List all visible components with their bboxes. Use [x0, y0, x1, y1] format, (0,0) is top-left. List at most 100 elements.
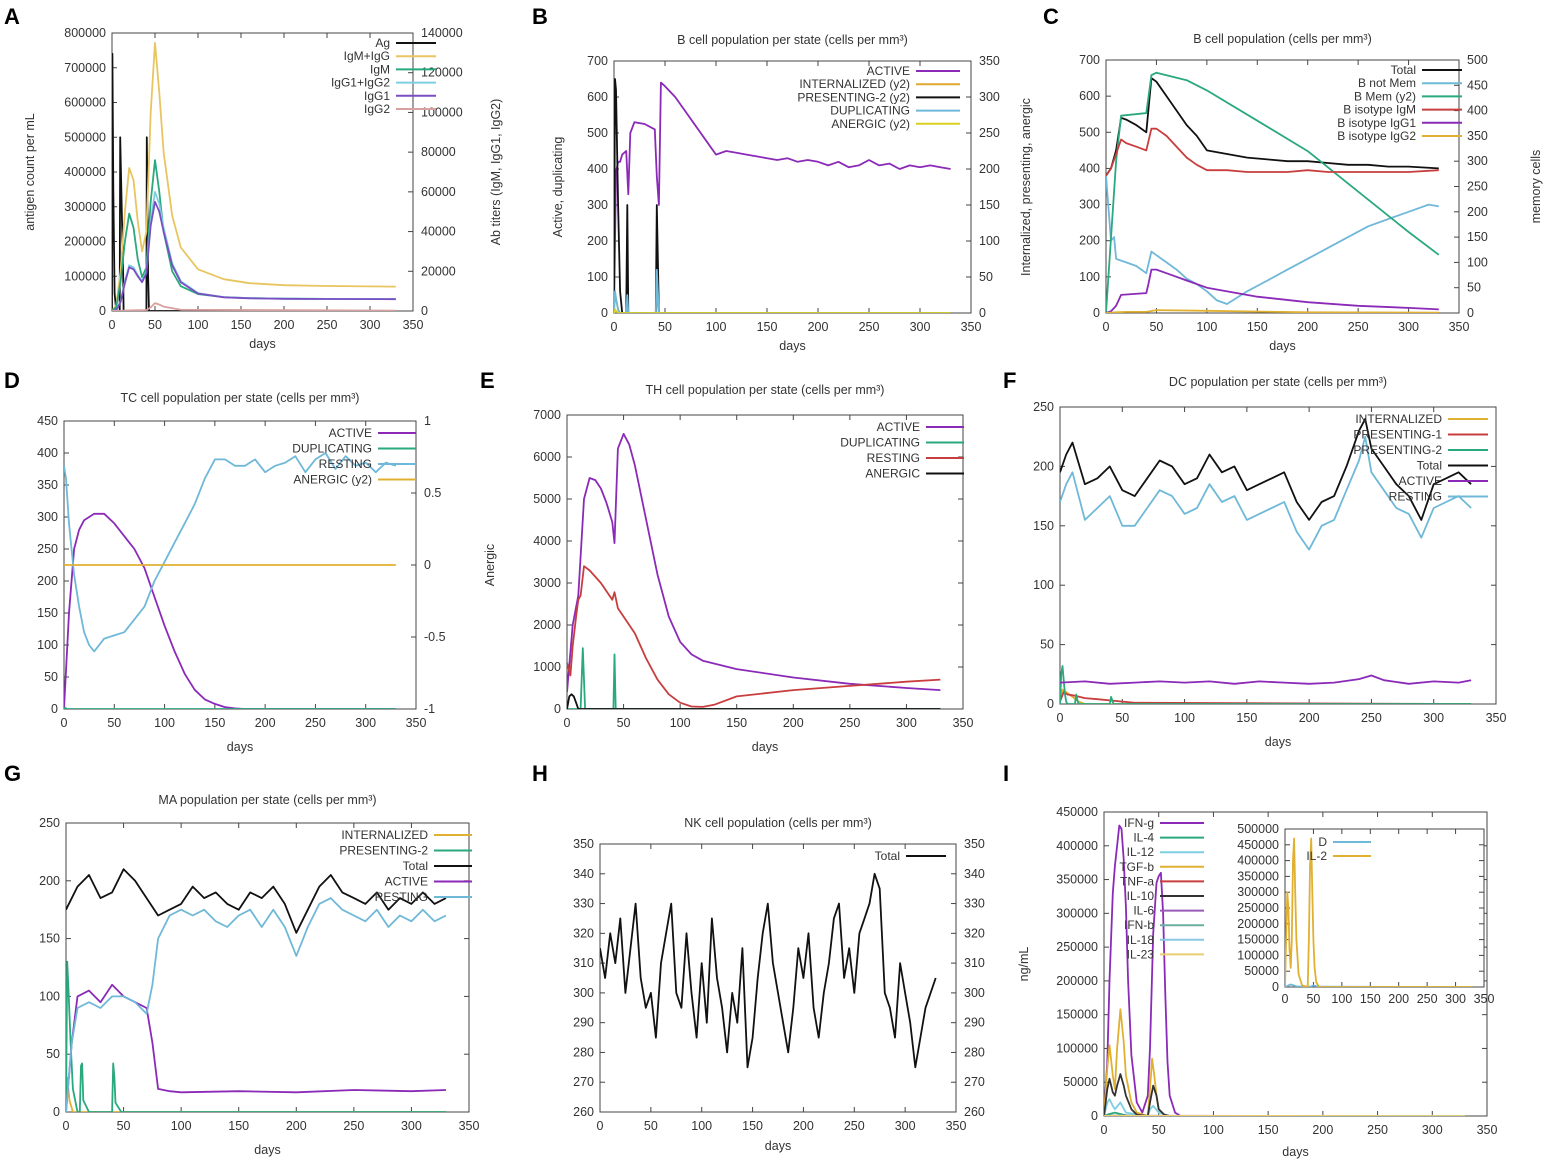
- legend-label: INTERNALIZED (y2): [799, 77, 910, 91]
- series-line-resting: [66, 897, 447, 1112]
- y2-tick-label: -0.5: [424, 630, 446, 644]
- y-tick-label: 300000: [1056, 906, 1098, 920]
- x-tick-label: 200: [255, 716, 276, 730]
- x-tick-label: 0: [1057, 711, 1064, 725]
- legend-label: Ag: [375, 36, 390, 50]
- series-line-il-2: [1285, 837, 1473, 987]
- y2-tick-label: 50: [979, 270, 993, 284]
- x-tick-label: 150: [231, 318, 252, 332]
- chart-panel-f: F DC population per state (cells per mm³)…: [1003, 368, 1506, 749]
- legend-label: IL-12: [1127, 845, 1155, 859]
- series-line-ifn-g: [1104, 824, 1466, 1116]
- x-tick-label: 350: [459, 1119, 480, 1133]
- x-tick-label: 150: [204, 716, 225, 730]
- y2-tick-label: 100000: [421, 105, 463, 119]
- x-tick-label: 200: [286, 1119, 307, 1133]
- series-line-active: [66, 983, 447, 1112]
- y-tick-label: 50: [44, 670, 58, 684]
- y-tick-label: 150: [1033, 519, 1054, 533]
- y2-tick-label: 0: [979, 306, 986, 320]
- y2-axis-label: Ab titers (IgM, IgG1, IgG2): [489, 99, 503, 246]
- series-line-resting: [567, 565, 941, 708]
- y2-tick-label: 0: [1467, 306, 1474, 320]
- y-tick-label: 150: [37, 606, 58, 620]
- series-line-igm-igg: [112, 42, 396, 311]
- y2-tick-label: 280: [964, 1045, 985, 1059]
- y-tick-label: 100: [39, 989, 60, 1003]
- y2-tick-label: 260: [964, 1105, 985, 1119]
- y2-tick-label: 20000: [421, 264, 456, 278]
- y2-tick-label: 400: [1467, 104, 1488, 118]
- legend-label: B Mem (y2): [1354, 89, 1416, 103]
- x-tick-label: 300: [896, 716, 917, 730]
- x-tick-label: 200: [274, 318, 295, 332]
- x-tick-label: 50: [1152, 1123, 1166, 1137]
- series-line-b-isotype-igm: [1106, 127, 1439, 177]
- panel-letter: C: [1043, 4, 1059, 29]
- y-tick-label: 400000: [1056, 839, 1098, 853]
- series-line-duplicating: [64, 706, 396, 709]
- y-tick-label: 340: [573, 867, 594, 881]
- y-tick-label: 800000: [64, 26, 106, 40]
- x-tick-label: 350: [953, 716, 974, 730]
- x-tick-label: 350: [1449, 320, 1470, 334]
- y2-tick-label: 340: [964, 867, 985, 881]
- y-tick-label: 350000: [1056, 873, 1098, 887]
- y-tick-label: 300: [573, 986, 594, 1000]
- y-tick-label: 400: [1079, 161, 1100, 175]
- y2-tick-label: 350: [964, 837, 985, 851]
- y-tick-label: 400000: [1237, 854, 1279, 868]
- x-tick-label: 250: [844, 1119, 865, 1133]
- y2-tick-label: 310: [964, 956, 985, 970]
- legend-label: INTERNALIZED: [1355, 412, 1442, 426]
- chart-title: B cell population (cells per mm³): [1193, 32, 1372, 46]
- chart-title: B cell population per state (cells per m…: [677, 33, 908, 47]
- y-tick-label: 3000: [533, 576, 561, 590]
- x-tick-label: 50: [658, 320, 672, 334]
- y2-tick-label: 500: [1467, 53, 1488, 67]
- series-line-anergic-y2-: [614, 308, 951, 313]
- legend-label: ACTIVE: [877, 420, 920, 434]
- y-tick-label: 300000: [1237, 885, 1279, 899]
- x-tick-label: 150: [1360, 992, 1381, 1006]
- series-line-b-isotype-igg2: [1106, 309, 1439, 313]
- series-line-resting: [1060, 435, 1472, 551]
- legend-label: IL-2: [1306, 849, 1327, 863]
- y-tick-label: 300000: [64, 200, 106, 214]
- legend-label: IgG1: [364, 89, 390, 103]
- chart-panel-g: G MA population per state (cells per mm³)…: [4, 761, 479, 1157]
- y2-tick-label: 80000: [421, 145, 456, 159]
- x-tick-label: 150: [742, 1119, 763, 1133]
- y-tick-label: 250000: [1237, 901, 1279, 915]
- x-tick-label: 0: [1103, 320, 1110, 334]
- x-tick-label: 250: [343, 1119, 364, 1133]
- series-line-internalized: [1060, 688, 1472, 704]
- y-tick-label: 350: [37, 478, 58, 492]
- panel-letter: H: [532, 761, 548, 786]
- x-tick-label: 250: [839, 716, 860, 730]
- x-axis-label: days: [779, 339, 805, 353]
- y-tick-label: 500: [1079, 125, 1100, 139]
- y-tick-label: 290: [573, 1016, 594, 1030]
- y-tick-label: 0: [51, 702, 58, 716]
- y2-tick-label: 50: [1467, 281, 1481, 295]
- y-tick-label: 450000: [1056, 805, 1098, 819]
- x-tick-label: 250: [1348, 320, 1369, 334]
- x-tick-label: 50: [617, 716, 631, 730]
- y2-tick-label: -1: [424, 702, 435, 716]
- legend-label: RESTING: [375, 890, 428, 904]
- x-tick-label: 100: [1174, 711, 1195, 725]
- y2-tick-label: 250: [1467, 180, 1488, 194]
- legend-label: D: [1318, 835, 1327, 849]
- x-axis-label: days: [1265, 735, 1291, 749]
- legend-label: Total: [1391, 63, 1416, 77]
- y2-tick-label: 100: [1467, 255, 1488, 269]
- x-tick-label: 350: [1474, 992, 1495, 1006]
- x-tick-label: 350: [1486, 711, 1507, 725]
- legend-label: RESTING: [867, 451, 920, 465]
- x-tick-label: 350: [946, 1119, 967, 1133]
- x-tick-label: 50: [644, 1119, 658, 1133]
- x-tick-label: 0: [1101, 1123, 1108, 1137]
- x-axis-label: days: [1269, 339, 1295, 353]
- series-line-active: [567, 432, 941, 693]
